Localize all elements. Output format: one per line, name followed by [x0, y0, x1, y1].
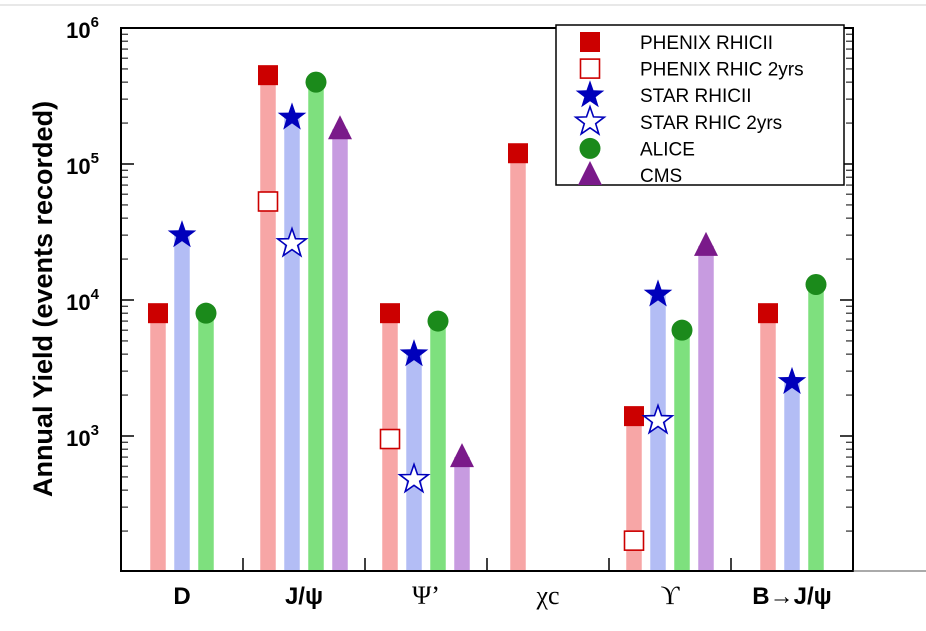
data-marker [643, 279, 673, 307]
bar [260, 75, 276, 572]
y-tick-base: 10 [66, 290, 90, 315]
y-tick-exponent: 6 [91, 14, 99, 31]
data-marker [777, 366, 807, 394]
bar [650, 294, 666, 571]
legend-box [555, 24, 845, 186]
x-category-label: χc [535, 581, 559, 610]
data-marker [167, 220, 197, 248]
legend-marker [579, 58, 601, 79]
bar [332, 129, 348, 571]
data-marker [508, 143, 528, 164]
y-tick-label: 103 [66, 422, 99, 451]
data-marker [624, 406, 644, 427]
legend-label: PHENIX RHIC 2yrs [640, 60, 804, 81]
data-marker [694, 231, 718, 256]
bar [284, 117, 300, 572]
legend-marker [575, 80, 605, 108]
data-marker [623, 530, 645, 551]
bars-layer [150, 75, 824, 572]
x-category-label: B→J/ψ [752, 583, 831, 610]
bar [674, 330, 690, 571]
x-category-label: ϒ [661, 581, 681, 610]
y-axis-label: Annual Yield (events recorded) [28, 101, 58, 497]
legend-marker [578, 161, 602, 185]
legend-label: PHENIX RHICII [640, 33, 773, 54]
legend: PHENIX RHICII PHENIX RHIC 2yrs STAR RHICII… [555, 24, 845, 187]
bar [150, 313, 166, 571]
y-tick-exponent: 4 [91, 286, 100, 303]
data-marker [397, 461, 431, 494]
x-category-label: D [173, 583, 190, 610]
y-tick-label: 106 [66, 14, 99, 43]
bar [510, 153, 526, 571]
data-marker [641, 403, 675, 435]
bar [760, 313, 776, 571]
legend-label: STAR RHICII [640, 86, 752, 107]
bar [784, 381, 800, 571]
y-tick-exponent: 5 [91, 150, 99, 167]
data-marker [277, 102, 307, 130]
markers-layer [148, 65, 827, 551]
legend-marker [579, 137, 601, 159]
data-marker [257, 191, 279, 212]
bar [174, 235, 190, 571]
legend-marker [573, 104, 607, 136]
y-tick-base: 10 [66, 154, 90, 179]
data-marker [275, 226, 309, 258]
bar [808, 284, 824, 571]
data-marker [258, 65, 278, 86]
legend-label: ALICE [640, 139, 695, 160]
data-marker [671, 319, 693, 341]
data-marker [379, 428, 401, 450]
y-tick-base: 10 [66, 426, 90, 451]
legend-marker [580, 32, 600, 52]
data-marker [758, 303, 778, 324]
bar [454, 457, 470, 571]
bar [308, 82, 324, 571]
data-marker [148, 303, 168, 324]
x-category-label: Ψ’ [412, 581, 440, 610]
data-marker [305, 71, 327, 93]
data-marker [805, 274, 827, 296]
data-marker [427, 310, 449, 332]
y-tick-base: 10 [66, 18, 90, 43]
bar [430, 321, 446, 571]
data-marker [399, 339, 429, 367]
data-marker [328, 115, 352, 140]
x-category-label: J/ψ [285, 583, 323, 610]
bar [698, 245, 714, 571]
legend-label: STAR RHIC 2yrs [640, 113, 782, 134]
data-marker [450, 443, 474, 468]
data-marker [380, 303, 400, 324]
y-tick-label: 104 [66, 286, 99, 315]
legend-label: CMS [640, 166, 682, 187]
y-tick-label: 105 [66, 150, 99, 179]
bar [198, 313, 214, 571]
data-marker [195, 302, 217, 324]
y-tick-exponent: 3 [91, 422, 99, 439]
